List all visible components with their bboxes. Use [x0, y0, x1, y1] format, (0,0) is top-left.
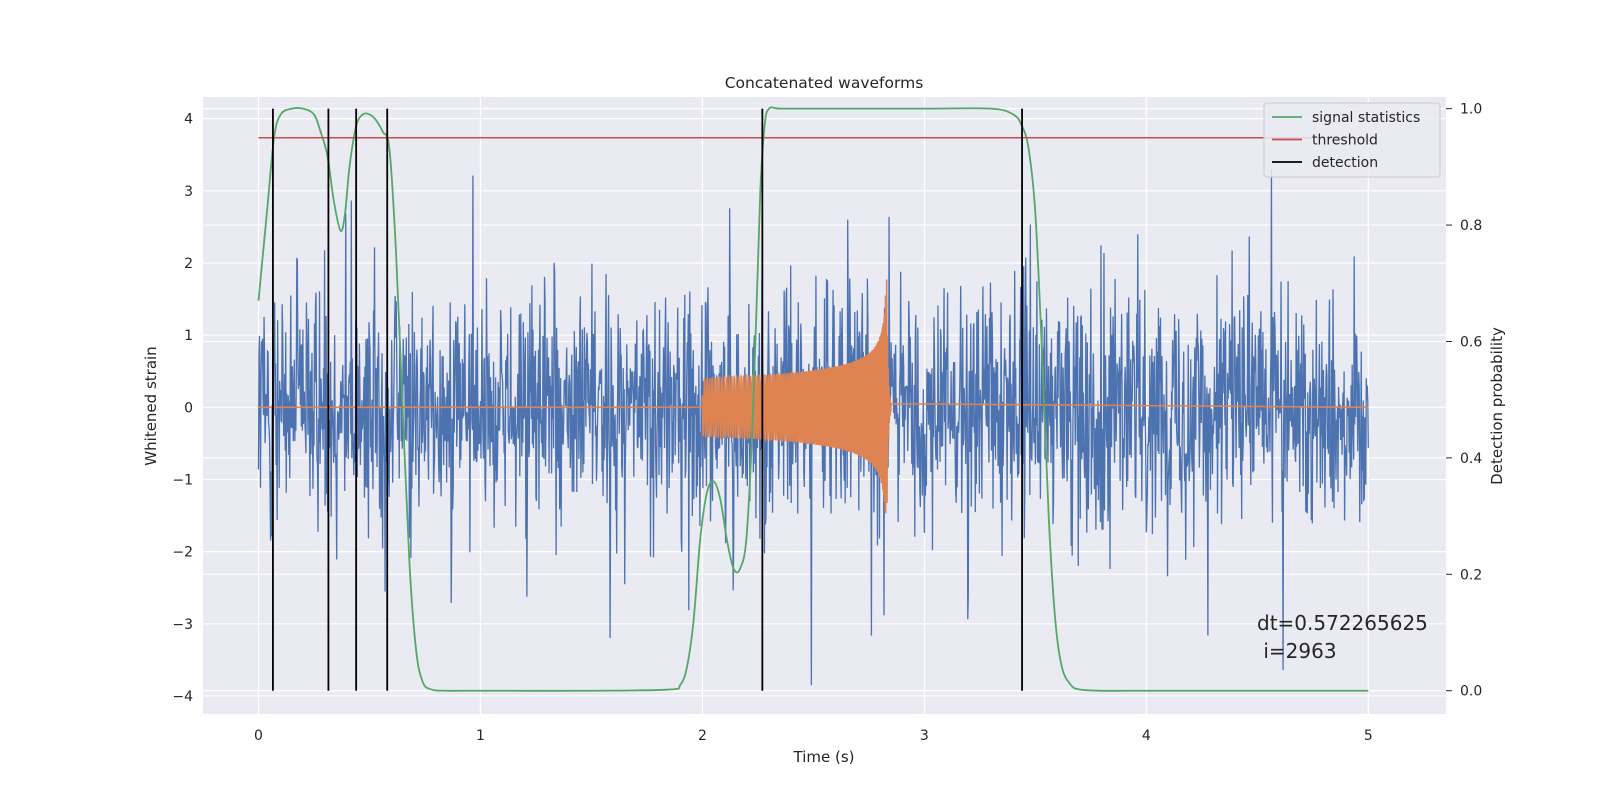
y2-tick-label: 0.8: [1460, 218, 1482, 234]
y-tick-label: 1: [184, 328, 193, 344]
annotation-i: i=2963: [1257, 639, 1337, 663]
legend-label-detection: detection: [1312, 155, 1378, 171]
waveform-series: [258, 279, 1369, 514]
y-tick-label: 3: [184, 184, 193, 200]
x-tick-label: 3: [920, 728, 929, 744]
signal-statistics-line: [257, 106, 1369, 692]
y-tick-label: −2: [172, 545, 193, 561]
legend: signal statistics threshold detection: [1263, 102, 1441, 178]
legend-box: [1263, 102, 1441, 178]
x-tick-label: 1: [476, 728, 485, 744]
x-axis-ticks: 0 1 2 3 4 5: [254, 728, 1373, 744]
x-tick-label: 5: [1364, 728, 1373, 744]
y2-tick-label: 1.0: [1460, 102, 1482, 118]
y-tick-label: −4: [172, 689, 193, 705]
y-tick-label: 0: [184, 400, 193, 416]
signal-statistics-series: [257, 106, 1369, 692]
y2-tick-label: 0.4: [1460, 451, 1482, 467]
x-tick-label: 4: [1142, 728, 1151, 744]
x-axis-label: Time (s): [793, 748, 855, 766]
detection-series: [272, 108, 1023, 691]
y2-axis-ticks: 0.0 0.2 0.4 0.6 0.8 1.0: [1446, 102, 1482, 700]
waveform-line: [258, 279, 1369, 514]
y-tick-label: 4: [184, 112, 193, 128]
y-tick-label: 2: [184, 256, 193, 272]
chart-title: Concatenated waveforms: [725, 74, 924, 92]
y2-tick-label: 0.2: [1460, 567, 1482, 583]
y-axis-label: Whitened strain: [142, 346, 160, 465]
x-tick-label: 0: [254, 728, 263, 744]
y-tick-label: −1: [172, 472, 193, 488]
legend-label-signal_statistics: signal statistics: [1312, 110, 1420, 126]
x-tick-label: 2: [698, 728, 707, 744]
legend-label-threshold: threshold: [1312, 133, 1378, 149]
y-tick-label: −3: [172, 617, 193, 633]
y-axis-ticks: −4 −3 −2 −1 0 1 2 3 4: [172, 112, 193, 705]
y2-tick-label: 0.0: [1460, 684, 1482, 700]
annotation-dt: dt=0.572265625: [1257, 611, 1428, 635]
y2-tick-label: 0.6: [1460, 334, 1482, 350]
y2-axis-label: Detection probability: [1488, 327, 1506, 485]
